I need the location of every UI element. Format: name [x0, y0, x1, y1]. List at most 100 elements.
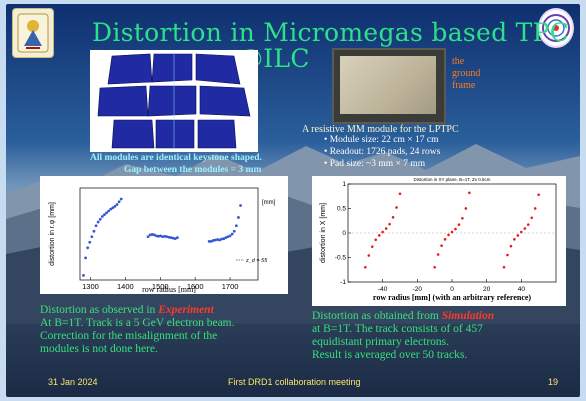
footer-meeting: First DRD1 collaboration meeting [228, 377, 361, 387]
data-point [84, 256, 87, 260]
simulation-plot: -40 -20 0 20 40 -1 -0.5 0 0.5 1 row radius [mm] (w… [312, 176, 566, 306]
x-tick-label: 40 [518, 286, 526, 293]
data-point [447, 233, 450, 237]
data-point [150, 233, 154, 236]
data-point [450, 230, 454, 234]
institute-logo-left [12, 8, 54, 58]
data-point [239, 204, 242, 207]
data-point [159, 234, 163, 238]
slide-title-line1: Distortion in Micromegas based TPC [92, 18, 570, 47]
module-caption: A resistive MM module for the LPTPC [302, 124, 459, 135]
emblem-icon [17, 13, 49, 53]
data-point [109, 207, 113, 211]
data-point [232, 229, 236, 233]
experiment-emphasis: Experiment [158, 304, 214, 316]
y-tick-label: -1 [340, 279, 346, 286]
data-point [115, 203, 119, 206]
x-tick-label: 1600 [187, 282, 204, 291]
data-point [171, 236, 175, 240]
data-point [526, 223, 530, 227]
data-point [502, 265, 506, 269]
plot-frame [79, 187, 259, 281]
experiment-text: Distortion as observed in Experiment At … [40, 304, 235, 356]
data-point [148, 233, 152, 237]
data-point [92, 229, 96, 233]
institute-logo-right [538, 8, 574, 48]
data-point [443, 238, 447, 241]
data-point [384, 227, 388, 230]
footer-page-number: 19 [548, 377, 559, 387]
data-point [506, 253, 509, 257]
data-point [530, 216, 534, 220]
simulation-text-line1: Distortion as obtained from Simulation [312, 310, 495, 322]
y-tick-label: -0.5 [335, 255, 347, 262]
x-axis-label: row radius [mm] [142, 285, 196, 294]
data-point [113, 205, 117, 208]
modules-image [90, 50, 258, 152]
data-point [237, 216, 240, 219]
experiment-text-line1: Distortion as observed in Experiment [40, 304, 214, 316]
data-point [234, 224, 238, 228]
modules-caption-line2: Gap between the modules = 3 mm [124, 165, 262, 175]
data-point [377, 234, 381, 237]
x-tick-label: -20 [413, 286, 423, 293]
data-point [228, 234, 232, 238]
data-point [107, 209, 111, 213]
data-point [218, 238, 222, 242]
data-point [119, 197, 123, 201]
data-point [381, 230, 385, 234]
data-point [90, 235, 94, 239]
frame-label-line2: ground [452, 68, 481, 79]
data-point [167, 235, 171, 239]
data-point [467, 191, 471, 195]
data-point [161, 235, 165, 239]
data-point [94, 224, 98, 228]
data-point [100, 215, 104, 218]
x-tick-label: 20 [483, 286, 491, 293]
slide-footer: 31 Jan 2024 First DRD1 collaboration mee… [6, 377, 580, 391]
data-point [86, 246, 90, 250]
data-point [224, 236, 228, 240]
data-point [152, 233, 156, 237]
data-point [207, 239, 211, 243]
data-point [155, 234, 158, 238]
y-axis-label: distortion in X [mm] [320, 203, 327, 263]
data-point [117, 200, 121, 204]
y-tick-label: 0.5 [337, 206, 346, 213]
seal-icon [542, 14, 570, 42]
data-point [226, 235, 230, 239]
x-tick-label: 1500 [152, 282, 169, 291]
slide: Distortion in Micromegas based TPC @ILC … [6, 4, 580, 397]
x-axis-label: row radius [mm] (with an arbitrary refer… [373, 293, 532, 302]
data-point [391, 215, 395, 219]
data-point [103, 213, 106, 217]
data-point [509, 244, 513, 248]
data-point [214, 238, 217, 242]
bullet-module-size: • Module size: 22 cm × 17 cm [324, 135, 439, 145]
x-tick-label: 1400 [117, 282, 134, 291]
data-point [457, 223, 461, 227]
y-axis-label: distortion in r.φ [mm] [49, 202, 56, 266]
data-point [537, 193, 541, 197]
data-point [519, 230, 523, 234]
simulation-text-line2: at B=1T. The track consists of of 457 [312, 323, 483, 335]
simulation-text-line3: equidistant primary electrons. [312, 336, 450, 348]
data-point [157, 234, 160, 238]
data-point [433, 265, 437, 269]
simulation-emphasis: Simulation [441, 310, 495, 322]
data-point [105, 211, 108, 215]
data-point [374, 238, 378, 242]
x-tick-label: 0 [450, 286, 454, 293]
data-point [388, 222, 391, 226]
data-point [461, 216, 464, 220]
legend-label: z_d = 55 [245, 258, 268, 264]
experiment-text-line3: Correction for the misalignment of the [40, 330, 218, 342]
footer-date: 31 Jan 2024 [48, 377, 98, 387]
data-point [363, 265, 367, 269]
data-point [209, 239, 213, 243]
data-point [111, 206, 115, 210]
y-tick-label: 1 [342, 181, 346, 188]
experiment-plot: 1300 1400 1500 1600 1700 row radius [mm] disto… [40, 176, 288, 294]
data-point [230, 232, 234, 236]
frame-label-line3: frame [452, 80, 476, 91]
